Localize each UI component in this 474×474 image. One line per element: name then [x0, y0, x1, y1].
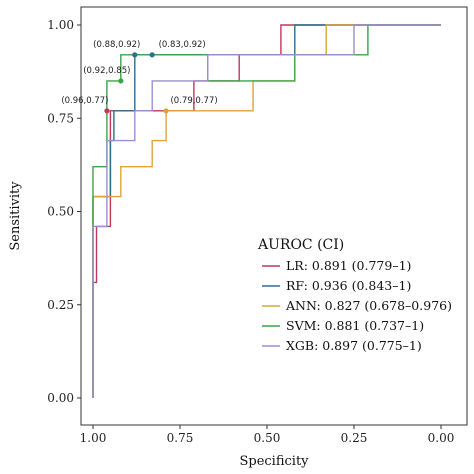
annotation-point: [104, 108, 110, 114]
y-axis-title: Sensitivity: [8, 181, 23, 251]
legend-items: LR: 0.891 (0.779–1) RF: 0.936 (0.843–1) AN…: [262, 258, 452, 353]
y-tick-label: 0.50: [47, 205, 74, 219]
annotation-label: (0.79,0.77): [170, 96, 217, 106]
annotation-point: [149, 52, 155, 58]
annotation-label: (0.96,0.77): [61, 96, 108, 106]
annotation-label: (0.83,0.92): [159, 40, 206, 50]
annotation-label: (0.88,0.92): [93, 40, 140, 50]
annotation-layer: (0.88,0.92) (0.83,0.92) (0.92,0.85) (0.96,0…: [61, 40, 218, 114]
plot-panel: [80, 6, 468, 426]
x-tick-label: 1.00: [80, 431, 107, 445]
x-tick-label: 0.50: [254, 431, 281, 445]
y-tick-label: 0.00: [47, 391, 74, 405]
legend: AUROC (CI) LR: 0.891 (0.779–1) RF: 0.936 …: [257, 237, 452, 353]
annotation-point: [132, 52, 138, 58]
y-tick-label: 0.75: [47, 111, 74, 125]
x-axis-title: Specificity: [239, 454, 309, 469]
axis-ticks: 1.00 0.75 0.50 0.25 0.00 0.00 0.25 0.50 0.75 1.00: [47, 18, 454, 445]
y-tick-label: 1.00: [47, 18, 74, 32]
legend-label-ann: ANN: 0.827 (0.678–0.976): [285, 298, 452, 313]
legend-title: AUROC (CI): [257, 237, 344, 253]
x-tick-label: 0.25: [341, 431, 368, 445]
annotation-point: [163, 108, 169, 114]
series-line-xgb: [92, 24, 441, 398]
x-tick-label: 0.75: [167, 431, 194, 445]
legend-label-rf: RF: 0.936 (0.843–1): [286, 278, 411, 293]
legend-label-lr: LR: 0.891 (0.779–1): [286, 258, 411, 273]
y-tick-label: 0.25: [47, 298, 74, 312]
series-layer: [92, 24, 441, 398]
legend-label-svm: SVM: 0.881 (0.737–1): [286, 318, 424, 333]
legend-label-xgb: XGB: 0.897 (0.775–1): [286, 338, 422, 353]
annotation-label: (0.92,0.85): [83, 66, 130, 76]
x-tick-label: 0.00: [428, 431, 455, 445]
annotation-point: [118, 78, 124, 84]
